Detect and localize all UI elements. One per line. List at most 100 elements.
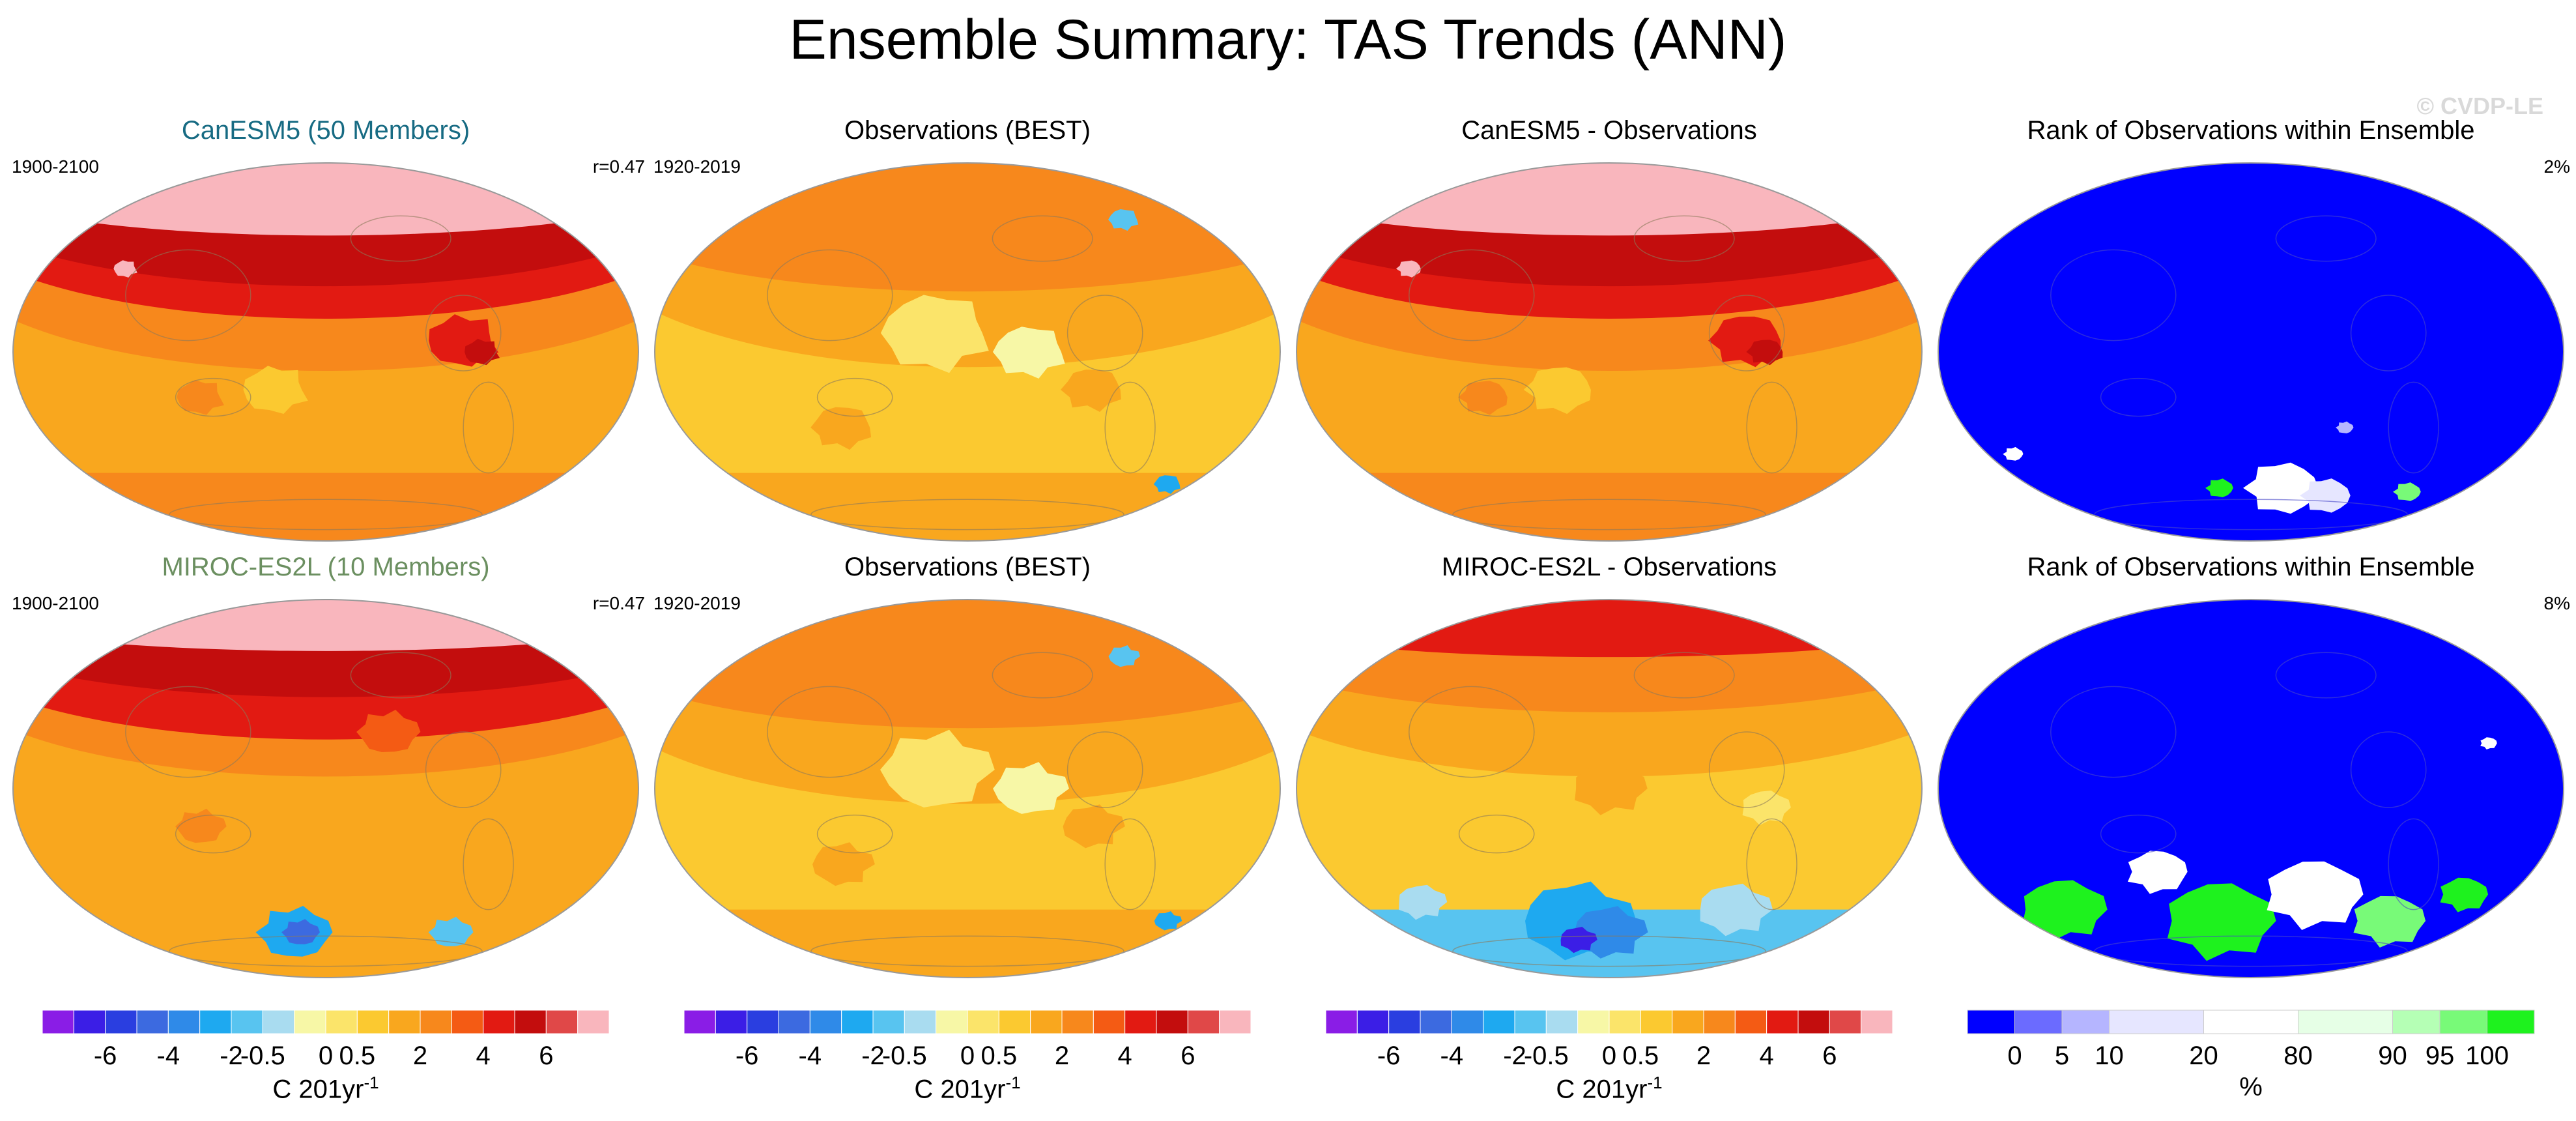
colorbar-tick-label: -6	[93, 1041, 117, 1070]
colorbar-swatch	[2109, 1010, 2204, 1034]
map-region	[356, 710, 421, 752]
colorbar-tick-label: 6	[539, 1041, 554, 1070]
continent-outline	[767, 249, 893, 342]
colorbar-swatch	[2298, 1010, 2393, 1034]
figure-title: Ensemble Summary: TAS Trends (ANN)	[789, 8, 1787, 71]
colorbar-tick-label: 80	[2283, 1041, 2313, 1070]
map-region	[2480, 737, 2497, 750]
continent-outline	[1409, 249, 1535, 342]
continent-outline	[1708, 731, 1785, 808]
panel-title: MIROC-ES2L (10 Members)	[162, 553, 490, 581]
map-region	[177, 380, 224, 415]
map-region	[1153, 475, 1181, 494]
map-panel-3	[1296, 163, 1922, 541]
map-region	[1399, 884, 1448, 920]
continent-outline	[2388, 818, 2439, 910]
colorbar-swatch	[199, 1010, 232, 1034]
map-border	[1296, 162, 1923, 542]
colorbar-tick-label: 2	[1696, 1041, 1711, 1070]
colorbar-swatch	[1156, 1010, 1188, 1034]
map-region	[810, 407, 872, 450]
map-lat-band	[1296, 600, 1922, 658]
colorbar-swatch	[231, 1010, 263, 1034]
panel-stat: r=0.47	[592, 156, 645, 177]
continent-outline	[425, 731, 502, 808]
colorbar-tick-label: 20	[2189, 1041, 2218, 1070]
continent-outline	[2094, 499, 2408, 531]
colorbar-swatch	[2487, 1010, 2535, 1034]
map-lat-band	[13, 600, 638, 651]
colorbar-swatch	[1093, 1010, 1126, 1034]
continent-outline	[425, 295, 502, 371]
colorbar-swatch	[967, 1010, 999, 1034]
map-panel-8	[1938, 600, 2564, 978]
continent-outline	[1633, 215, 1735, 262]
map-south-band	[655, 909, 1280, 978]
colorbar-swatch	[262, 1010, 295, 1034]
continent-outline	[1104, 818, 1156, 910]
colorbar-swatch	[1609, 1010, 1641, 1034]
colorbar-swatch	[1325, 1010, 1358, 1034]
continent-outline	[125, 249, 251, 342]
colorbar-tick-label: 10	[2095, 1041, 2124, 1070]
copyright-watermark: © CVDP-LE	[2416, 93, 2543, 119]
map-region	[1154, 911, 1182, 931]
colorbar-tick-label: 2	[412, 1041, 428, 1070]
continent-outline	[1409, 686, 1535, 778]
colorbar-tick-label: 4	[476, 1041, 491, 1070]
colorbar-swatch	[1672, 1010, 1704, 1034]
colorbar-tick-label: -0.5	[1523, 1041, 1569, 1070]
colorbar-tick-label: -4	[1440, 1041, 1464, 1070]
map-south-band	[655, 473, 1280, 541]
map-border	[654, 162, 1281, 542]
panel-stat: 2%	[2543, 156, 2570, 177]
colorbar-units-exponent: -1	[1647, 1073, 1663, 1092]
map-region	[880, 729, 995, 808]
colorbar-tick-label: -6	[1377, 1041, 1401, 1070]
continent-outline	[1452, 499, 1766, 531]
colorbar-tick-label: 2	[1054, 1041, 1070, 1070]
map-border	[1296, 599, 1923, 978]
panel-title: CanESM5 - Observations	[1461, 116, 1757, 145]
colorbar-swatch	[1640, 1010, 1673, 1034]
map-border	[1938, 599, 2564, 978]
map-region	[1575, 763, 1648, 815]
map-region	[1560, 927, 1597, 954]
colorbar-swatch	[1124, 1010, 1157, 1034]
colorbar-swatch	[936, 1010, 968, 1034]
colorbar-swatch	[42, 1010, 74, 1034]
colorbar-swatch	[998, 1010, 1031, 1034]
continent-outline	[1708, 295, 1785, 371]
colorbar-tick-label: 95	[2425, 1041, 2455, 1070]
continent-outline	[816, 377, 893, 417]
map-south-band	[1296, 473, 1922, 541]
map-region	[1458, 381, 1508, 415]
continent-outline	[2350, 731, 2427, 808]
continent-outline	[1633, 652, 1735, 699]
map-region	[1395, 260, 1421, 278]
colorbar-tick-label: 0.5	[1622, 1041, 1659, 1070]
colorbar-swatch	[1451, 1010, 1484, 1034]
colorbar-units-text: C 201yr	[1556, 1075, 1648, 1104]
continent-outline	[816, 814, 893, 854]
colorbar-units-exponent: -1	[364, 1073, 379, 1092]
panel-title: Observations (BEST)	[844, 116, 1091, 145]
panel-title: CanESM5 (50 Members)	[181, 116, 470, 145]
colorbar-units: %	[1968, 1073, 2534, 1102]
panel-period: 1900-2100	[12, 593, 99, 613]
continent-outline	[992, 652, 1093, 699]
continent-outline	[992, 215, 1093, 262]
colorbar-tick-label: 4	[1117, 1041, 1132, 1070]
continent-outline	[463, 818, 514, 910]
map-region	[2267, 861, 2364, 930]
colorbar-swatch	[841, 1010, 874, 1034]
map-region	[2336, 421, 2354, 433]
continent-outline	[1452, 935, 1766, 967]
colorbar-tick-label: 0	[960, 1041, 975, 1070]
colorbar-tick-label: -2	[861, 1041, 885, 1070]
map-border	[1938, 162, 2564, 542]
map-region	[739, 500, 769, 522]
map-panel-5	[13, 600, 638, 978]
colorbar-swatch	[1356, 1010, 1390, 1034]
